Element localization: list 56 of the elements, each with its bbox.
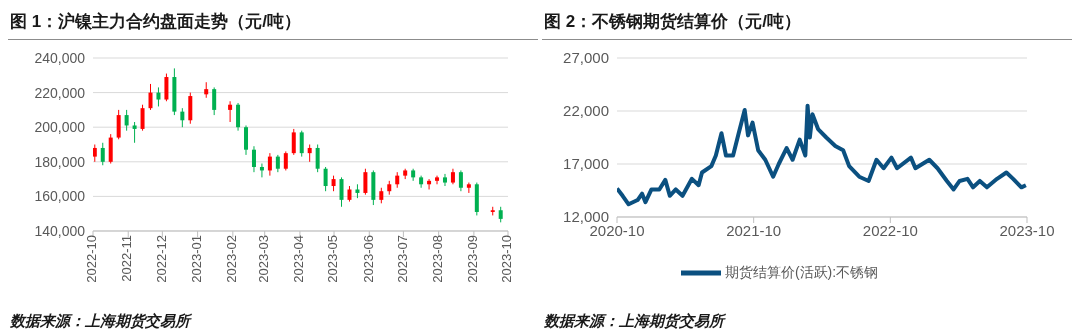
x-tick-label: 2023-08 <box>429 235 445 283</box>
x-tick-label: 2023-06 <box>360 235 376 283</box>
candlestick <box>339 176 344 208</box>
y-tick-label: 160,000 <box>34 188 86 205</box>
x-tick-label: 2023-04 <box>291 235 307 283</box>
candlestick <box>228 100 233 123</box>
x-tick-label: 2023-05 <box>325 235 341 283</box>
y-tick-label: 180,000 <box>34 153 86 170</box>
candlestick <box>267 152 272 177</box>
x-tick-label: 2023-01 <box>188 235 204 283</box>
y-tick-label: 140,000 <box>34 222 86 239</box>
candlestick <box>116 109 121 140</box>
candlestick <box>100 142 105 166</box>
y-tick-label: 240,000 <box>34 49 86 66</box>
candlestick <box>164 73 169 102</box>
x-tick-label: 2023-09 <box>465 235 481 283</box>
candlestick <box>458 169 463 192</box>
candlestick <box>140 104 145 132</box>
x-tick-label: 2022-11 <box>119 235 135 282</box>
x-tick-label: 2022-12 <box>153 235 169 283</box>
x-tick-label: 2023-07 <box>394 235 410 283</box>
candlestick <box>291 128 296 156</box>
x-tick-label: 2023-10 <box>999 221 1055 239</box>
candlestick <box>124 109 129 132</box>
candlestick <box>466 182 471 194</box>
candlestick <box>156 86 161 107</box>
source-note: 数据来源：上海期货交易所 <box>544 312 724 329</box>
source-note: 数据来源：上海期货交易所 <box>10 312 190 329</box>
legend-label: 期货结算价(活跃):不锈钢 <box>724 263 879 280</box>
candlestick <box>363 168 368 196</box>
candlestick <box>132 121 137 144</box>
y-tick-label: 200,000 <box>34 119 86 136</box>
x-tick-label: 2021-10 <box>726 221 782 239</box>
candlestick <box>212 86 217 116</box>
candlestick <box>236 102 241 132</box>
y-tick-label: 22,000 <box>563 102 609 120</box>
candlestick <box>251 145 256 173</box>
x-tick-label: 2022-10 <box>84 235 100 283</box>
candlestick <box>180 107 185 128</box>
candlestick <box>315 144 320 173</box>
candlestick <box>148 83 153 111</box>
x-tick-label: 2023-03 <box>255 235 271 283</box>
candlestick <box>244 124 249 156</box>
candlestick <box>299 130 304 158</box>
candlestick <box>442 173 447 187</box>
chart-title: 图 2：不锈钢期货结算价（元/吨） <box>542 8 1072 40</box>
y-tick-label: 27,000 <box>563 49 609 67</box>
x-tick-label: 2023-02 <box>224 235 240 283</box>
line-series <box>617 103 1027 207</box>
x-tick-label: 2023-10 <box>499 235 515 283</box>
chart-title: 图 1：沪镍主力合约盘面走势（元/吨） <box>8 8 538 40</box>
y-tick-label: 17,000 <box>563 155 609 173</box>
candlestick <box>283 150 288 171</box>
y-tick-label: 220,000 <box>34 84 86 101</box>
x-tick-label: 2022-10 <box>862 221 918 239</box>
candlestick <box>323 166 328 192</box>
